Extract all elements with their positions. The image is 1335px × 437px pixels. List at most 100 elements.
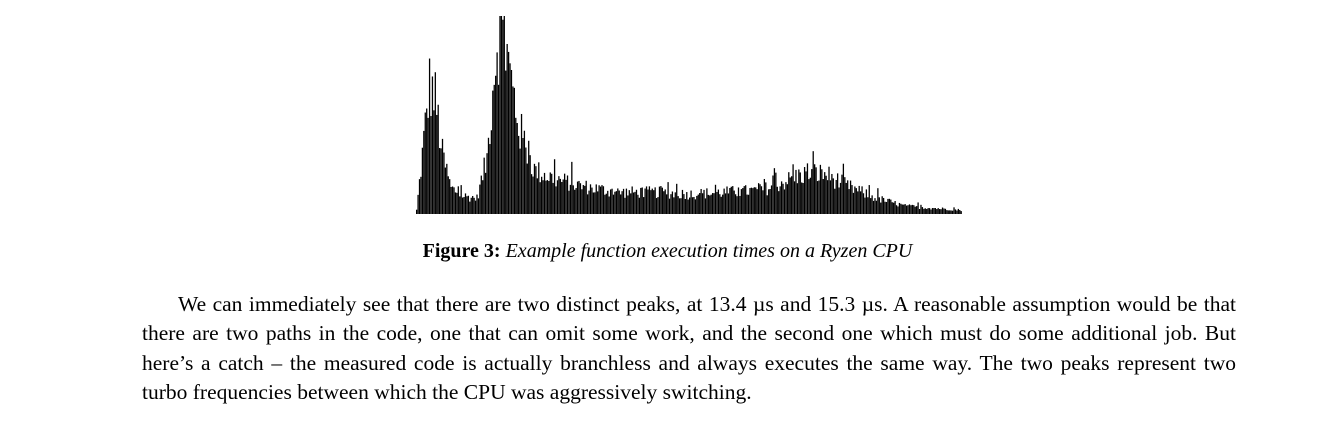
histogram-bar (859, 191, 862, 214)
histogram-bar (433, 110, 435, 214)
histogram-bar (535, 166, 537, 214)
histogram-bar (959, 210, 961, 214)
histogram-bar (809, 177, 811, 214)
histogram-bar (891, 202, 893, 214)
histogram-bar (431, 76, 434, 215)
histogram-bar (757, 183, 760, 214)
histogram-bar (798, 169, 800, 214)
histogram-bar (650, 190, 652, 214)
histogram-bar (857, 191, 859, 214)
histogram-bar (878, 197, 880, 214)
histogram-bar (877, 188, 879, 214)
histogram-bar (660, 186, 662, 214)
histogram-bar (908, 204, 911, 214)
histogram-bar (608, 196, 610, 214)
histogram-bar (745, 185, 747, 214)
histogram-bar (927, 208, 929, 214)
histogram-bar (898, 202, 901, 214)
histogram-bar (647, 189, 649, 214)
histogram-bar (816, 181, 819, 214)
histogram-bar (865, 189, 868, 214)
histogram-bar (701, 193, 704, 214)
histogram-bar (806, 163, 809, 214)
histogram-bar (529, 155, 531, 214)
histogram-bar (539, 182, 541, 214)
histogram-bar (664, 189, 666, 214)
histogram-bar (914, 206, 916, 214)
histogram-bar (479, 184, 481, 214)
histogram-bar (773, 168, 776, 214)
histogram-bar (690, 190, 692, 214)
histogram-bar (653, 190, 655, 214)
histogram-bar (579, 183, 582, 214)
histogram-bar (814, 164, 816, 214)
histogram-bar (604, 194, 606, 214)
histogram-bar (874, 198, 876, 214)
histogram-bar (729, 188, 731, 214)
figure-label: Figure 3: (422, 240, 501, 262)
histogram-bar (951, 210, 954, 214)
histogram-bar (476, 194, 478, 214)
histogram-bar (438, 148, 441, 214)
histogram-bar (622, 188, 625, 214)
histogram-bar (558, 176, 560, 214)
figure-caption-text: Example function execution times on a Ry… (505, 240, 913, 262)
histogram-bar (518, 135, 520, 214)
histogram-bar (638, 197, 640, 214)
histogram-bar (699, 193, 701, 214)
histogram-bar (507, 51, 510, 214)
histogram-bar (546, 180, 549, 214)
histogram-bar (634, 191, 636, 214)
histogram-bar (882, 197, 885, 214)
histogram-bar (842, 163, 845, 214)
histogram-bar (852, 192, 855, 214)
histogram-bar (426, 108, 428, 214)
histogram-bar (551, 173, 553, 214)
histogram-bar (530, 174, 533, 214)
histogram-bar (916, 206, 918, 214)
histogram-bar (428, 58, 431, 214)
histogram-bar (594, 192, 596, 214)
histogram-bar (871, 195, 873, 214)
histogram-bar (631, 186, 633, 214)
histogram-bar (803, 167, 806, 214)
histogram-bar (618, 190, 620, 214)
histogram-bar (749, 188, 751, 214)
histogram-bar (776, 186, 778, 214)
histogram-bar (707, 194, 709, 214)
histogram-bar (434, 72, 436, 214)
histogram-bar (503, 16, 505, 214)
histogram-bar (632, 192, 635, 214)
histogram-bar (480, 175, 482, 214)
histogram-bar (581, 189, 583, 214)
histogram-bar (668, 198, 671, 214)
histogram-bar (420, 176, 422, 214)
histogram-bar (733, 190, 735, 214)
histogram-bar (469, 201, 471, 214)
histogram-bar (472, 195, 474, 214)
histogram-bar (792, 164, 794, 214)
histogram-bar (482, 180, 484, 214)
histogram-bar (786, 184, 788, 214)
histogram-bar (700, 188, 702, 214)
histogram-bar (802, 182, 804, 214)
histogram-bar (956, 210, 958, 214)
histogram-bar (905, 205, 908, 214)
histogram-bar (446, 163, 448, 214)
histogram-bar (825, 175, 827, 214)
histogram-bar (779, 186, 781, 214)
histogram-bar (726, 186, 728, 214)
histogram-bar (811, 169, 813, 214)
histogram-bar (509, 63, 511, 215)
histogram-bar (862, 193, 865, 214)
histogram-bar (459, 196, 461, 214)
histogram-bar (463, 197, 465, 214)
histogram-bar (666, 194, 668, 214)
histogram-bar (625, 188, 628, 214)
body-paragraph: We can immediately see that there are tw… (142, 292, 1236, 405)
histogram-bar (783, 189, 786, 214)
histogram-bar (808, 179, 810, 214)
histogram-bar (575, 188, 577, 214)
histogram-bar (881, 196, 883, 214)
histogram-bar (683, 194, 685, 214)
